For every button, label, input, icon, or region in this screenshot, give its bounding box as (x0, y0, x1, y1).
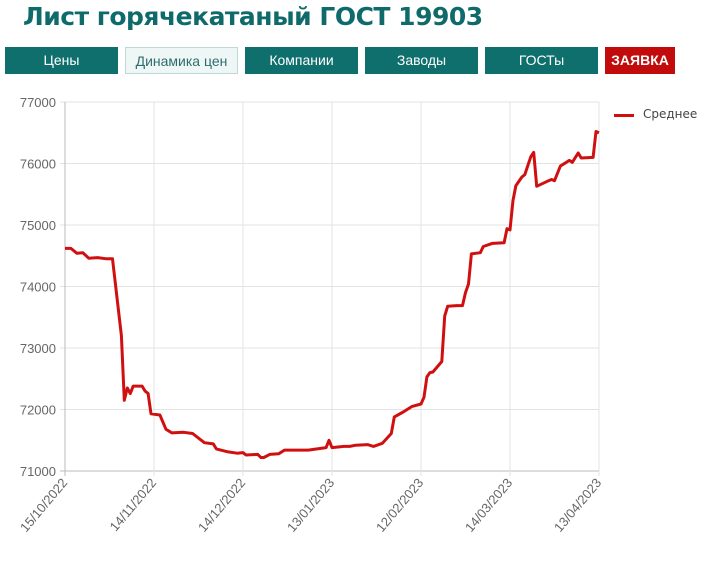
legend-label-average[interactable]: Среднее (643, 107, 698, 121)
nav-tab-prices[interactable]: Цены (5, 47, 118, 74)
x-tick-label: 13/01/2023 (284, 475, 337, 534)
y-tick-label: 76000 (20, 157, 56, 172)
y-tick-label: 72000 (20, 403, 56, 418)
y-tick-label: 71000 (20, 464, 56, 479)
nav-tab-companies[interactable]: Компании (245, 47, 358, 74)
x-tick-label: 14/12/2022 (195, 475, 248, 534)
x-tick-label: 12/02/2023 (373, 475, 426, 534)
order-button[interactable]: ЗАЯВКА (605, 47, 675, 74)
x-tick-label: 13/04/2023 (551, 475, 604, 534)
nav-tab-price-dynamics[interactable]: Динамика цен (125, 47, 238, 74)
page-title: Лист горячекатаный ГОСТ 19903 (23, 2, 483, 31)
y-tick-label: 74000 (20, 280, 56, 295)
x-tick-label: 14/03/2023 (462, 475, 515, 534)
x-axis-ticks: 15/10/2022 14/11/2022 14/12/2022 13/01/2023… (17, 475, 604, 534)
x-tick-label: 14/11/2022 (107, 475, 160, 534)
y-axis-ticks: 77000 76000 75000 74000 73000 72000 71000 (20, 95, 56, 479)
legend-swatch-average (614, 114, 634, 117)
x-tick-label: 15/10/2022 (17, 475, 70, 534)
nav-tab-plants[interactable]: Заводы (365, 47, 478, 74)
series-line-average (65, 130, 600, 459)
nav-tab-gosts[interactable]: ГОСТы (485, 47, 598, 74)
y-tick-label: 75000 (20, 218, 56, 233)
y-tick-label: 77000 (20, 95, 56, 110)
y-tick-label: 73000 (20, 341, 56, 356)
chart-grid (60, 101, 600, 476)
